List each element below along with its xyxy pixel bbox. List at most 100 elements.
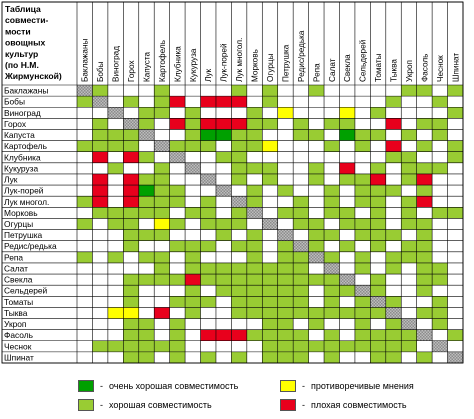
compatibility-cell (185, 129, 201, 141)
compatibility-cell (293, 351, 309, 363)
compatibility-cell (401, 251, 417, 263)
compatibility-cell (401, 329, 417, 341)
compatibility-cell (262, 140, 278, 152)
compatibility-cell (308, 162, 325, 174)
compatibility-cell (138, 229, 155, 241)
compatibility-cell (169, 274, 186, 286)
compatibility-cell (416, 251, 433, 263)
compatibility-cell (293, 296, 309, 308)
compatibility-cell (92, 129, 108, 141)
compatibility-cell (169, 240, 186, 252)
compatibility-cell (262, 340, 278, 352)
compatibility-cell (77, 185, 93, 197)
compatibility-cell (77, 318, 93, 330)
compatibility-cell (432, 296, 448, 308)
compatibility-cell (324, 296, 340, 308)
compatibility-cell (77, 162, 93, 174)
compatibility-cell (107, 129, 124, 141)
legend: - очень хорошая совместимость - хорошая … (0, 372, 474, 419)
compatibility-cell (370, 340, 386, 352)
compatibility-cell (324, 307, 340, 319)
row-header: Репа (4, 252, 23, 262)
compatibility-cell (77, 285, 93, 297)
compatibility-cell (215, 285, 232, 297)
compatibility-cell (277, 173, 294, 186)
compatibility-cell (447, 296, 463, 308)
title-line: Таблица (5, 4, 41, 14)
compatibility-cell (354, 318, 371, 330)
compatibility-cell (138, 307, 155, 319)
diagonal-cell (432, 340, 448, 352)
compatibility-cell (185, 262, 201, 275)
compatibility-cell (138, 296, 155, 308)
diagonal-cell (308, 251, 325, 263)
compatibility-cell (293, 107, 309, 119)
compatibility-cell (308, 96, 325, 108)
compatibility-cell (138, 351, 155, 363)
compatibility-cell (324, 285, 340, 297)
compatibility-cell (215, 196, 232, 208)
compatibility-cell (277, 329, 294, 341)
compatibility-cell (324, 196, 340, 208)
compatibility-cell (354, 173, 371, 186)
compatibility-cell (339, 185, 355, 197)
compatibility-cell (324, 85, 340, 97)
compatibility-cell (154, 262, 170, 275)
compatibility-cell (231, 229, 247, 241)
compatibility-cell (308, 318, 325, 330)
compatibility-cell (154, 173, 170, 186)
compatibility-cell (123, 107, 139, 119)
compatibility-cell (339, 218, 355, 230)
compatibility-cell (77, 140, 93, 152)
diagonal-cell (123, 118, 139, 130)
compatibility-cell (432, 162, 448, 174)
diagonal-cell (385, 307, 402, 319)
compatibility-cell (354, 307, 371, 319)
column-header: Огурцы (266, 53, 275, 82)
compatibility-cell (169, 185, 186, 197)
compatibility-cell (324, 107, 340, 119)
compatibility-cell (185, 173, 201, 186)
compatibility-cell (370, 262, 386, 275)
compatibility-cell (231, 162, 247, 174)
compatibility-cell (401, 351, 417, 363)
compatibility-cell (77, 196, 93, 208)
compatibility-cell (277, 340, 294, 352)
compatibility-cell (200, 129, 216, 141)
row-header: Лук-порей (4, 186, 44, 196)
compatibility-cell (432, 173, 448, 186)
compatibility-cell (92, 107, 108, 119)
compatibility-cell (200, 218, 216, 230)
compatibility-cell (215, 96, 232, 108)
compatibility-cell (123, 329, 139, 341)
compatibility-cell (262, 151, 278, 163)
compatibility-cell (401, 262, 417, 275)
compatibility-cell (370, 218, 386, 230)
compatibility-cell (185, 207, 201, 219)
row-header: Лук (4, 175, 18, 185)
compatibility-cell (385, 274, 402, 286)
compatibility-cell (324, 140, 340, 152)
compatibility-cell (77, 262, 93, 275)
compatibility-cell (200, 207, 216, 219)
compatibility-cell (293, 285, 309, 297)
compatibility-cell (138, 118, 155, 130)
compatibility-cell (138, 318, 155, 330)
compatibility-cell (370, 196, 386, 208)
compatibility-cell (432, 151, 448, 163)
compatibility-cell (138, 140, 155, 152)
diagonal-cell (200, 173, 216, 186)
compatibility-cell (262, 196, 278, 208)
compatibility-cell (154, 96, 170, 108)
compatibility-cell (385, 207, 402, 219)
compatibility-cell (385, 240, 402, 252)
diagonal-cell (293, 240, 309, 252)
column-header: Клубника (173, 46, 182, 82)
compatibility-cell (447, 285, 463, 297)
compatibility-cell (154, 229, 170, 241)
compatibility-cell (324, 229, 340, 241)
compatibility-cell (308, 107, 325, 119)
compatibility-cell (107, 85, 124, 97)
